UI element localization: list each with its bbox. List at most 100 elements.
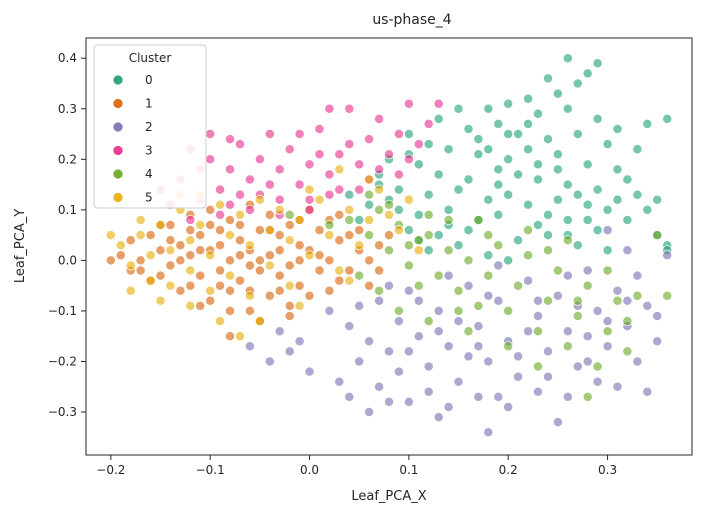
point-cluster-1-7 [175, 240, 186, 251]
point-cluster-0-6 [523, 93, 534, 104]
point-cluster-1-80 [225, 331, 235, 342]
point-cluster-5-34 [374, 184, 385, 195]
point-cluster-2-76 [473, 341, 484, 352]
point-cluster-1-72 [235, 220, 245, 230]
point-cluster-2-42 [602, 341, 613, 352]
point-cluster-1-51 [364, 255, 375, 266]
point-cluster-0-67 [513, 235, 524, 246]
point-cluster-0-38 [513, 169, 524, 180]
y-tick-label: −0.2 [48, 354, 77, 368]
point-cluster-4-0 [344, 215, 355, 225]
point-cluster-4-2 [374, 204, 385, 215]
legend-box [93, 44, 207, 209]
point-cluster-3-28 [384, 149, 394, 160]
point-cluster-0-15 [453, 103, 464, 114]
point-cluster-0-94 [632, 189, 643, 200]
point-cluster-1-28 [254, 265, 265, 276]
point-cluster-0-5 [552, 88, 563, 99]
point-cluster-4-20 [552, 265, 563, 276]
point-cluster-3-36 [244, 204, 255, 215]
point-cluster-5-14 [215, 199, 226, 210]
x-tick-label: −0.1 [196, 463, 225, 477]
series-4 [284, 189, 673, 402]
point-cluster-2-34 [533, 386, 543, 397]
point-cluster-0-91 [582, 215, 593, 225]
point-cluster-1-69 [324, 285, 335, 296]
point-cluster-1-12 [185, 250, 196, 261]
point-cluster-1-54 [384, 230, 394, 241]
point-cluster-2-12 [374, 381, 385, 392]
point-cluster-0-66 [463, 225, 474, 236]
point-cluster-1-31 [274, 230, 285, 241]
point-cluster-0-13 [642, 118, 653, 129]
point-cluster-0-35 [433, 169, 444, 180]
point-cluster-4-50 [543, 245, 553, 256]
legend-marker-5 [112, 192, 124, 203]
point-cluster-4-45 [364, 189, 375, 200]
point-cluster-1-11 [195, 230, 206, 241]
point-cluster-1-64 [314, 250, 325, 261]
point-cluster-3-34 [185, 215, 196, 225]
point-cluster-0-64 [403, 225, 414, 236]
point-cluster-2-40 [582, 265, 593, 276]
point-cluster-2-54 [662, 250, 673, 261]
point-cluster-2-37 [562, 326, 573, 337]
point-cluster-0-96 [483, 144, 494, 155]
point-cluster-3-8 [235, 139, 245, 150]
point-cluster-2-79 [582, 356, 593, 367]
legend-title: Cluster [129, 51, 172, 65]
point-cluster-0-42 [622, 174, 633, 185]
point-cluster-2-77 [403, 346, 414, 357]
point-cluster-1-18 [215, 265, 226, 276]
point-cluster-1-52 [374, 240, 385, 251]
point-cluster-1-16 [215, 225, 226, 236]
legend-label-1: 1 [145, 97, 153, 111]
point-cluster-0-60 [533, 220, 543, 230]
point-cluster-2-30 [503, 402, 514, 412]
point-cluster-1-9 [175, 285, 186, 296]
point-cluster-0-92 [602, 204, 613, 215]
point-cluster-5-30 [334, 265, 345, 276]
point-cluster-2-35 [552, 417, 563, 428]
point-cluster-4-25 [602, 326, 613, 337]
point-cluster-3-46 [374, 164, 385, 175]
point-cluster-5-44 [235, 331, 245, 342]
point-cluster-1-62 [274, 245, 285, 256]
point-cluster-5-18 [244, 240, 255, 251]
point-cluster-0-30 [552, 149, 563, 160]
point-cluster-2-81 [443, 402, 454, 412]
point-cluster-5-43 [215, 316, 226, 327]
point-cluster-5-19 [244, 290, 255, 301]
point-cluster-2-65 [543, 371, 553, 382]
point-cluster-1-56 [155, 270, 166, 281]
point-cluster-1-13 [195, 270, 206, 281]
point-cluster-2-80 [493, 391, 504, 402]
point-cluster-5-52 [344, 275, 355, 286]
points-layer [105, 53, 673, 438]
point-cluster-0-53 [642, 204, 653, 215]
point-cluster-2-10 [393, 316, 404, 327]
point-cluster-3-5 [215, 184, 226, 195]
point-cluster-3-52 [294, 129, 305, 139]
point-cluster-2-15 [413, 331, 424, 342]
point-cluster-2-14 [403, 285, 414, 296]
y-tick-label: 0.1 [58, 203, 77, 217]
point-cluster-0-46 [453, 184, 464, 195]
point-cluster-3-51 [225, 134, 235, 145]
point-cluster-0-55 [393, 204, 404, 215]
point-cluster-0-32 [612, 164, 623, 175]
point-cluster-2-73 [274, 326, 285, 337]
point-cluster-1-47 [334, 275, 345, 286]
point-cluster-1-83 [334, 209, 345, 220]
point-cluster-3-16 [294, 179, 305, 190]
point-cluster-3-49 [324, 103, 335, 114]
point-cluster-5-38 [413, 245, 424, 256]
point-cluster-4-5 [403, 260, 414, 271]
point-cluster-0-10 [562, 103, 573, 114]
point-cluster-0-45 [423, 189, 434, 200]
point-cluster-2-52 [622, 245, 633, 256]
point-cluster-0-54 [364, 199, 375, 210]
point-cluster-4-13 [483, 270, 494, 281]
point-cluster-5-3 [145, 250, 156, 261]
point-cluster-1-21 [235, 235, 245, 246]
